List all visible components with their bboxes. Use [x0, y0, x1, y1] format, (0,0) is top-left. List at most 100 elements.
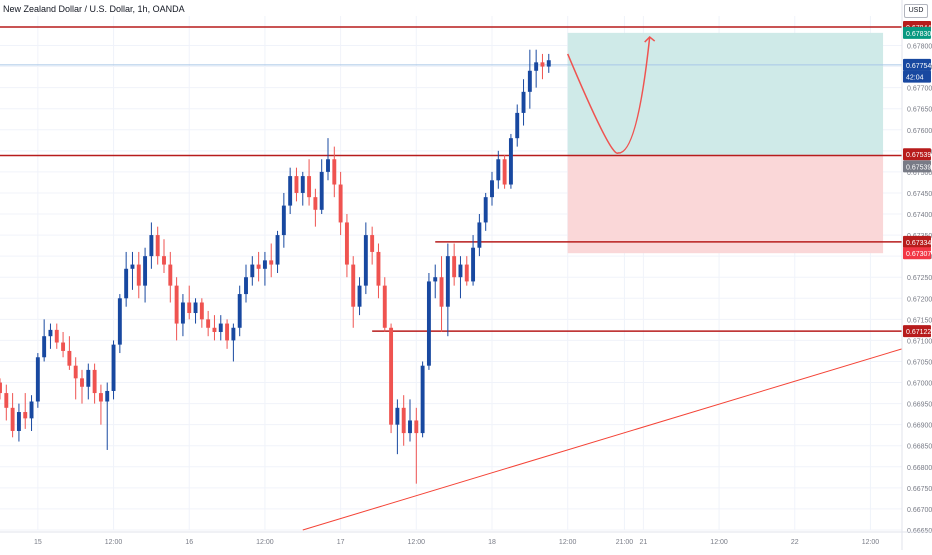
candle-body	[408, 420, 412, 434]
time-tick-label: 12:00	[862, 539, 880, 546]
candle	[502, 155, 507, 189]
time-tick-label: 12:00	[559, 539, 577, 546]
candle-body	[124, 268, 129, 299]
price-tick-label: 0.66800	[907, 465, 932, 472]
price-label: 0.67334	[903, 235, 931, 248]
candle	[351, 256, 356, 328]
candle-body	[187, 302, 192, 314]
price-label-box	[903, 325, 931, 338]
candle-body	[332, 159, 337, 185]
candle-body	[231, 327, 236, 341]
price-label-box	[903, 70, 931, 83]
candle	[376, 243, 381, 299]
candle-body	[464, 264, 469, 282]
candle-body	[86, 369, 91, 387]
candle	[54, 323, 59, 349]
candle-body	[23, 412, 28, 419]
candle-body	[300, 176, 305, 193]
candle	[180, 294, 185, 337]
candle	[288, 167, 293, 215]
price-tick-label: 0.67400	[907, 212, 932, 219]
candle	[98, 384, 103, 425]
price-tick-label: 0.67600	[907, 128, 932, 135]
time-tick-label: 21	[639, 539, 647, 546]
candle-body	[244, 277, 248, 295]
price-label-box	[903, 247, 931, 260]
price-label: 0.67754	[903, 58, 931, 71]
candle	[35, 353, 40, 408]
candle-body	[420, 365, 425, 434]
candle-body	[212, 327, 217, 332]
price-label: 0.67539	[903, 160, 931, 173]
candle	[426, 273, 431, 370]
candle	[111, 340, 116, 400]
candle	[300, 171, 305, 206]
candle-body	[111, 344, 116, 391]
candle	[275, 230, 280, 273]
candle-body	[67, 350, 72, 366]
candle-body	[351, 264, 356, 307]
price-tick-label: 0.67700	[907, 86, 932, 93]
candle-body	[389, 327, 394, 425]
candle-body	[527, 70, 532, 92]
currency-selector[interactable]: USD	[904, 4, 928, 18]
candle	[527, 49, 532, 109]
candle	[225, 319, 230, 349]
candle-body	[42, 336, 47, 358]
candle-body	[275, 235, 280, 265]
candle-body	[35, 357, 40, 402]
candle	[546, 53, 551, 73]
candle-body	[294, 176, 299, 193]
candle	[445, 243, 450, 337]
long-position-target-zone	[567, 32, 884, 156]
candle	[86, 363, 91, 400]
candle	[458, 256, 463, 299]
candle	[338, 171, 343, 236]
candle	[521, 79, 526, 126]
price-label-text: 0.67307	[906, 251, 931, 258]
candle-body	[515, 112, 520, 139]
candle	[319, 159, 324, 215]
candle	[477, 214, 482, 257]
candle	[168, 251, 173, 303]
candle-body	[521, 91, 526, 113]
candle-body	[0, 382, 2, 394]
candle	[382, 277, 387, 332]
candle-body	[426, 281, 431, 366]
ascending-trendline	[302, 348, 903, 531]
price-label: 0.67830	[903, 26, 931, 39]
candle	[29, 395, 34, 431]
price-label-text: 0.67539	[906, 164, 931, 171]
candle-body	[326, 159, 330, 172]
price-tick-label: 0.67150	[907, 317, 932, 324]
candle	[244, 264, 248, 303]
price-label-text: 0.67830	[906, 31, 931, 38]
candle	[136, 251, 141, 299]
candle	[395, 399, 400, 455]
grid	[0, 16, 902, 531]
candle	[0, 378, 2, 400]
candle-body	[73, 365, 78, 379]
candle	[490, 171, 494, 206]
price-tick-label: 0.66700	[907, 507, 932, 514]
candle-body	[105, 390, 110, 402]
price-label-box	[903, 235, 931, 248]
candle	[332, 146, 337, 198]
candle	[256, 251, 261, 282]
candle	[433, 264, 438, 299]
candle	[250, 256, 255, 286]
candle	[124, 251, 129, 307]
candle-body	[313, 197, 318, 210]
candle	[193, 298, 198, 324]
candle	[237, 285, 242, 337]
candle	[420, 361, 425, 438]
candle-body	[48, 329, 53, 337]
candle	[483, 192, 488, 231]
candle	[496, 150, 501, 189]
candle-body	[256, 264, 261, 269]
candle-body	[288, 176, 293, 206]
price-label-box	[903, 58, 931, 71]
candle-body	[117, 298, 122, 345]
